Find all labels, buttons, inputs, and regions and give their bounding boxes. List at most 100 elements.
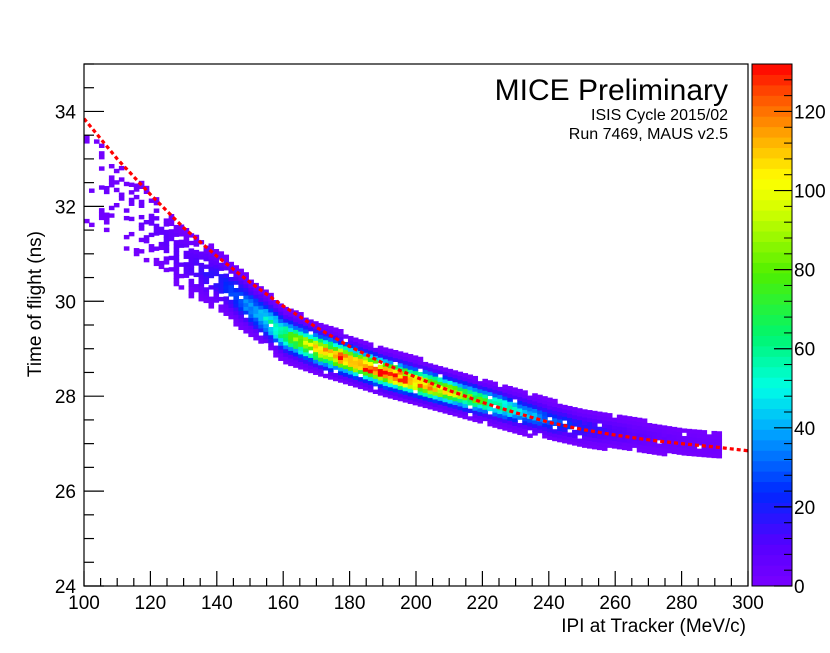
heatmap-cell <box>163 233 170 238</box>
heatmap-cell <box>98 208 105 213</box>
heatmap-cell <box>467 416 474 421</box>
heatmap-cell <box>482 382 488 387</box>
heatmap-cell <box>542 407 548 412</box>
heatmap-cell <box>253 309 259 314</box>
heatmap-cell <box>183 250 190 256</box>
heatmap-cell <box>352 356 359 361</box>
heatmap-cell <box>323 347 329 352</box>
heatmap-cell <box>472 391 479 396</box>
heatmap-cell <box>547 431 553 437</box>
heatmap-cell <box>188 267 195 272</box>
heatmap-cell <box>198 274 205 279</box>
heatmap-cell <box>357 369 364 374</box>
heatmap-cell <box>188 255 195 261</box>
heatmap-cell <box>452 412 459 417</box>
heatmap-cell <box>318 322 324 328</box>
x-tick-label: 120 <box>135 593 167 614</box>
heatmap-cell <box>382 392 389 398</box>
heatmap-cell <box>412 393 419 398</box>
heatmap-cell <box>318 353 324 358</box>
colorbar-band <box>752 95 792 107</box>
heatmap-cell <box>437 396 444 401</box>
heatmap-cell <box>248 328 254 334</box>
heatmap-cell <box>572 407 578 412</box>
heatmap-cell <box>337 332 344 338</box>
heatmap-cell <box>626 431 633 436</box>
heatmap-cell <box>417 398 424 403</box>
colorbar-band <box>752 502 792 514</box>
heatmap-cell <box>422 380 429 386</box>
heatmap-cell <box>437 407 444 413</box>
heatmap-cell <box>696 448 703 454</box>
heatmap-cell <box>382 389 389 394</box>
heatmap-cell <box>651 450 658 455</box>
heatmap-cell <box>452 400 459 406</box>
heatmap-cell <box>143 219 150 225</box>
heatmap-cell <box>248 313 254 319</box>
heatmap-cell <box>148 213 155 219</box>
heatmap-cell <box>646 423 653 428</box>
heatmap-cell <box>342 379 349 385</box>
chart-subtitle-run: Run 7469, MAUS v2.5 <box>569 126 728 143</box>
heatmap-cell <box>298 338 304 344</box>
heatmap-cell <box>367 387 374 393</box>
heatmap-cell <box>263 316 269 321</box>
heatmap-cell <box>362 374 369 380</box>
heatmap-cell <box>646 426 653 432</box>
heatmap-cell <box>263 319 269 325</box>
heatmap-cell <box>268 330 274 336</box>
heatmap-cell <box>457 383 464 388</box>
heatmap-cell <box>243 294 249 300</box>
heatmap-cell <box>357 358 364 363</box>
heatmap-cell <box>313 325 319 330</box>
heatmap-cell <box>596 441 603 447</box>
heatmap-cell <box>203 272 210 277</box>
heatmap-cell <box>318 357 324 362</box>
heatmap-cell <box>586 413 593 419</box>
heatmap-cell <box>497 405 503 411</box>
heatmap-cell <box>228 261 234 267</box>
heatmap-cell <box>228 276 234 282</box>
colorbar-band <box>752 116 792 128</box>
heatmap-cell <box>278 348 284 354</box>
colorbar-band <box>752 429 792 441</box>
heatmap-cell <box>253 301 259 307</box>
heatmap-cell <box>507 401 513 406</box>
heatmap-cell <box>293 314 299 319</box>
heatmap-cell <box>537 425 543 430</box>
heatmap-cell <box>507 397 513 402</box>
heatmap-cell <box>676 450 683 455</box>
heatmap-cell <box>586 440 593 445</box>
heatmap-cell <box>337 344 344 349</box>
heatmap-cell <box>432 406 439 411</box>
heatmap-cell <box>462 388 469 393</box>
heatmap-cell <box>562 435 568 440</box>
heatmap-cell <box>701 430 708 435</box>
colorbar-tick-label: 40 <box>794 419 815 440</box>
heatmap-cell <box>318 341 324 347</box>
heatmap-cell <box>243 275 249 281</box>
heatmap-cell <box>173 281 180 287</box>
heatmap-cell <box>288 338 294 344</box>
heatmap-cell <box>462 411 469 416</box>
heatmap-cell <box>357 339 364 344</box>
heatmap-cell <box>273 345 279 350</box>
heatmap-cell <box>233 280 239 285</box>
heatmap-cell <box>233 314 239 319</box>
heatmap-cell <box>263 335 269 340</box>
heatmap-cell <box>517 388 523 394</box>
colorbar-band <box>752 251 792 263</box>
heatmap-cell <box>268 338 274 343</box>
heatmap-cell <box>706 449 713 454</box>
heatmap-cell <box>407 365 414 370</box>
heatmap-cell <box>263 338 269 344</box>
heatmap-cell <box>387 382 394 388</box>
heatmap-cell <box>676 439 683 444</box>
heatmap-cell <box>417 356 424 362</box>
heatmap-cell <box>298 361 304 366</box>
heatmap-cell <box>342 376 349 381</box>
heatmap-cell <box>477 388 483 394</box>
heatmap-cell <box>347 377 354 383</box>
heatmap-cell <box>347 339 354 345</box>
heatmap-cell <box>472 413 479 419</box>
